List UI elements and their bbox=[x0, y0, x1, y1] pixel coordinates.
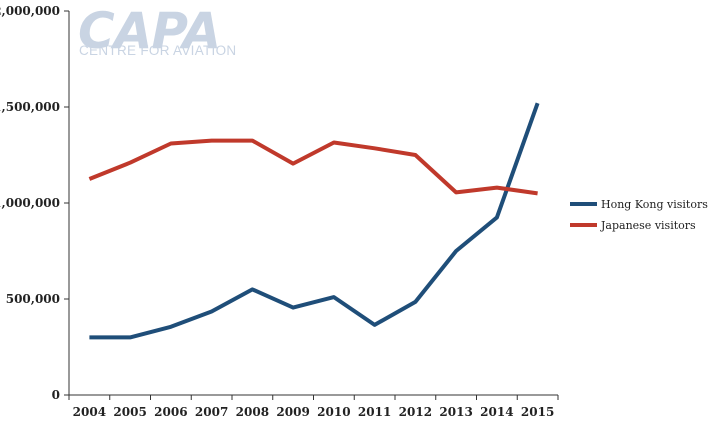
x-tick-label: 2015 bbox=[521, 405, 554, 419]
x-tick-label: 2012 bbox=[399, 405, 432, 419]
series-lines bbox=[88, 102, 540, 340]
x-tick-label: 2011 bbox=[358, 405, 391, 419]
x-axis-ticks: 2004 2005 2006 2007 2008 2009 2010 2011 2012 2013… bbox=[68, 395, 559, 419]
x-tick-label: 2009 bbox=[276, 405, 309, 419]
y-axis-ticks: 0 500,000 1,000,000 1,500,000 2,000,000 bbox=[0, 4, 69, 402]
x-tick-label: 2014 bbox=[480, 405, 513, 419]
x-tick-label: 2013 bbox=[439, 405, 472, 419]
series-line-hong-kong bbox=[89, 102, 540, 340]
chart-axes bbox=[68, 11, 558, 396]
y-tick-label: 2,000,000 bbox=[0, 4, 60, 18]
x-tick-label: 2010 bbox=[317, 405, 350, 419]
y-tick-label: 0 bbox=[52, 388, 60, 402]
y-tick-label: 1,500,000 bbox=[0, 100, 60, 114]
x-tick-label: 2008 bbox=[236, 405, 269, 419]
legend: Hong Kong visitors Japanese visitors bbox=[570, 198, 708, 232]
y-tick-label: 1,000,000 bbox=[0, 196, 60, 210]
series-line-japanese bbox=[88, 138, 538, 196]
watermark-subtitle: CENTRE FOR AVIATION bbox=[79, 43, 236, 58]
watermark-brand: CAPA bbox=[78, 2, 220, 60]
legend-label: Japanese visitors bbox=[600, 219, 696, 232]
legend-label: Hong Kong visitors bbox=[601, 198, 708, 211]
x-tick-label: 2005 bbox=[113, 405, 146, 419]
x-tick-label: 2007 bbox=[195, 405, 228, 419]
y-tick-label: 500,000 bbox=[6, 292, 60, 306]
capa-watermark: CAPA CENTRE FOR AVIATION bbox=[78, 2, 236, 60]
x-tick-label: 2004 bbox=[73, 405, 106, 419]
x-tick-label: 2006 bbox=[154, 405, 187, 419]
